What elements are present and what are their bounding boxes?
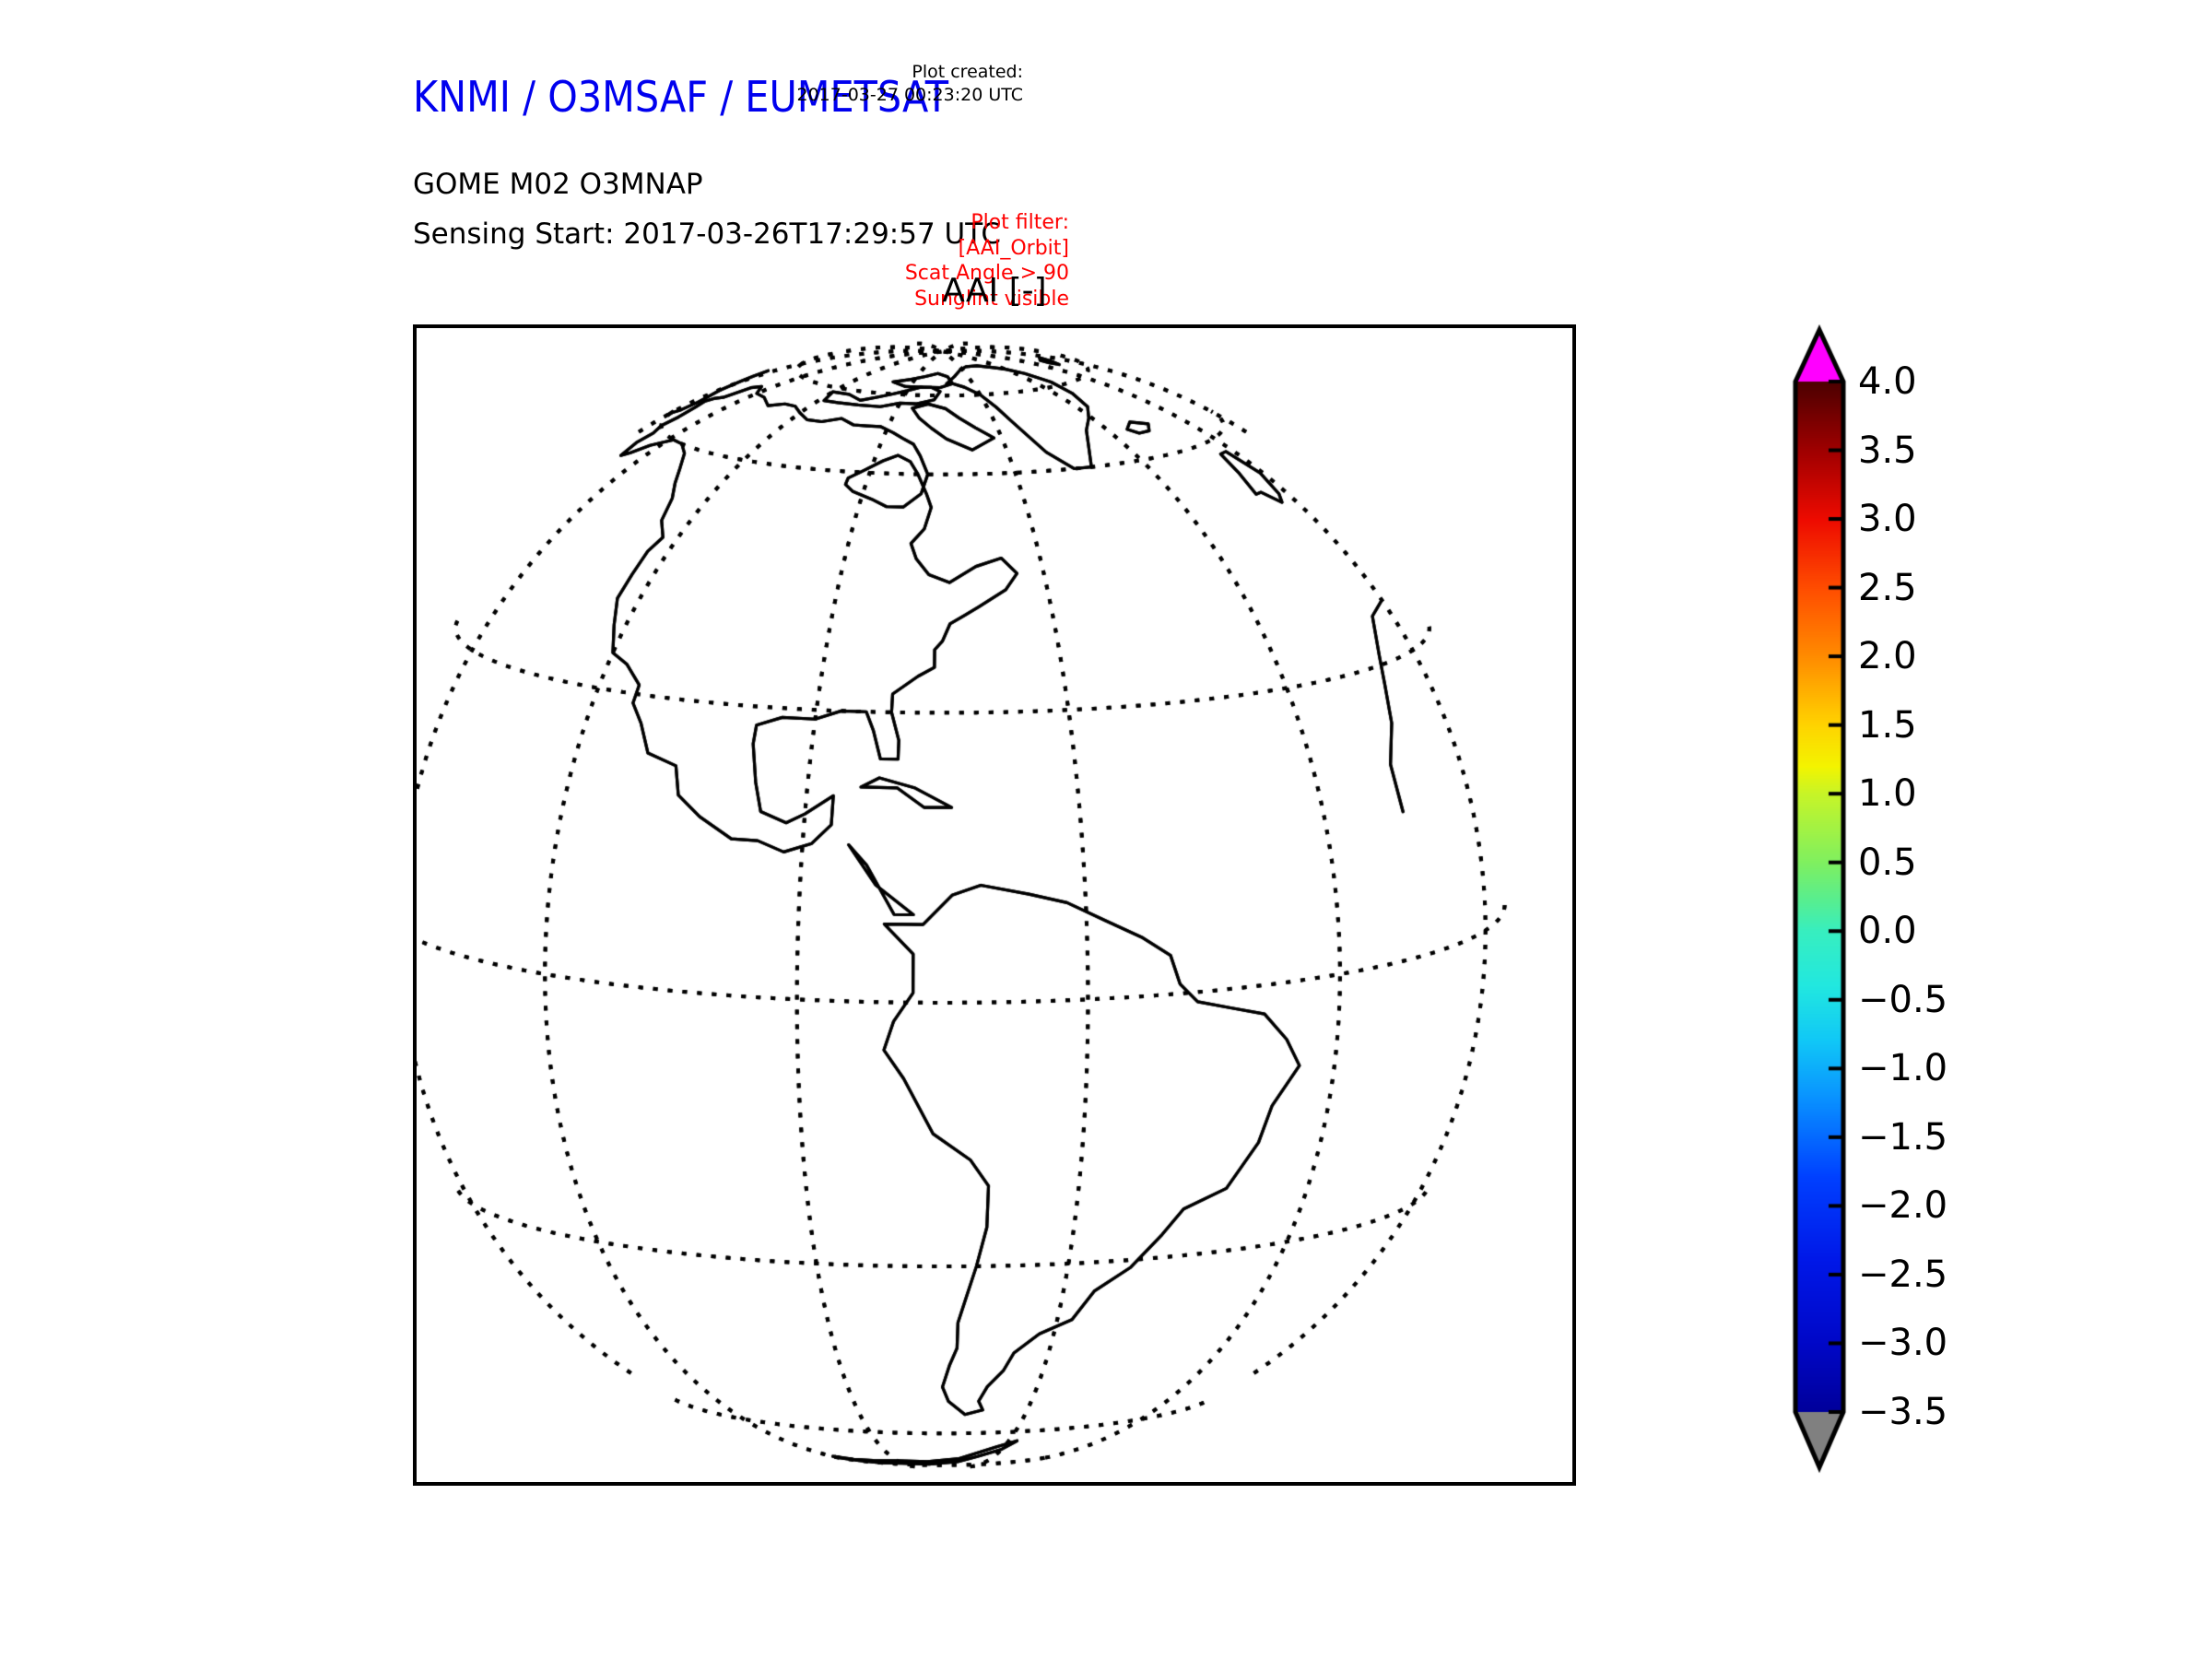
map-axes xyxy=(413,324,1576,1486)
product-name: GOME M02 O3MNAP xyxy=(413,168,703,201)
plot-created-value: 2017-03-27 00:23:20 UTC xyxy=(796,85,1024,105)
colorbar-tick-label: −0.5 xyxy=(1858,978,1948,1021)
colorbar-tick-label: 2.5 xyxy=(1858,566,1917,609)
map-plot-canvas xyxy=(417,328,1572,1482)
plot-created-block: Plot created: 2017-03-27 00:23:20 UTC xyxy=(797,61,1024,107)
plot-filter-sunglint: Sunglint visible xyxy=(914,287,1069,311)
chart-title: AAI [-] xyxy=(942,272,1047,310)
colorbar-tick-label: −1.5 xyxy=(1858,1115,1948,1159)
plot-filter-scat-angle: Scat Angle > 90 xyxy=(904,262,1069,285)
colorbar-tick-label: 1.5 xyxy=(1858,703,1917,747)
colorbar-tick-label: −3.5 xyxy=(1858,1391,1948,1433)
colorbar-tick-label: 0.0 xyxy=(1858,910,1917,953)
plot-filter-orbit: [AAI_Orbit] xyxy=(958,236,1069,260)
organisation-title: KNMI / O3MSAF / EUMETSAT xyxy=(413,72,948,122)
colorbar-tick-label: −3.0 xyxy=(1858,1322,1948,1365)
colorbar-tick-label: 3.0 xyxy=(1858,498,1917,541)
colorbar-tick-label: 1.0 xyxy=(1858,772,1917,816)
colorbar-tick-label: 3.5 xyxy=(1858,429,1917,472)
colorbar-tick-label: −1.0 xyxy=(1858,1047,1948,1090)
plot-filter-title: Plot filter: xyxy=(971,211,1069,234)
colorbar-tick-label: −2.5 xyxy=(1858,1253,1948,1296)
colorbar-gradient xyxy=(1792,324,1939,1541)
colorbar-tick-label: 0.5 xyxy=(1858,841,1917,884)
colorbar-tick-label: −2.0 xyxy=(1858,1184,1948,1228)
colorbar-tick-label: 4.0 xyxy=(1858,360,1917,403)
plot-created-label: Plot created: xyxy=(912,62,1023,82)
colorbar-tick-label: 2.0 xyxy=(1858,635,1917,678)
sensing-start: Sensing Start: 2017-03-26T17:29:57 UTC xyxy=(413,218,1001,251)
plot-filter-block: Plot filter: [AAI_Orbit] Scat Angle > 90… xyxy=(905,210,1069,312)
colorbar: 4.0 3.5 3.0 2.5 2.0 1.5 1.0 0.5 0.0 −0.5 −1.0 −1.5 −… xyxy=(1792,324,2160,1541)
